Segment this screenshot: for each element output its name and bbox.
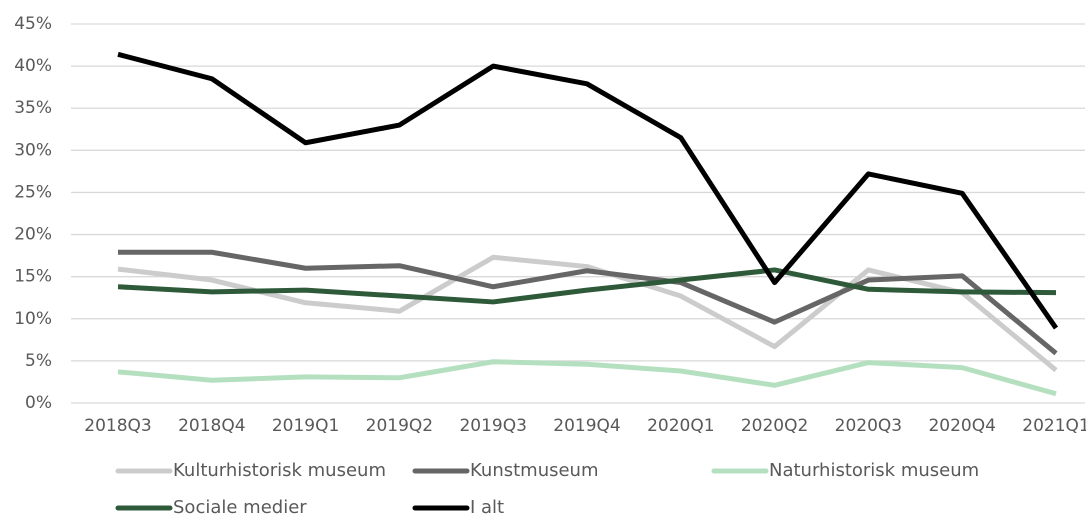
y-tick-label: 40%: [14, 56, 52, 76]
x-tick-label: 2020Q3: [835, 416, 902, 436]
series-line: [118, 249, 1058, 356]
y-tick-label: 45%: [14, 14, 52, 34]
y-tick-label: 25%: [14, 182, 52, 202]
legend-label: I alt: [470, 497, 504, 516]
series-line: [117, 254, 1058, 373]
x-tick-label: 2019Q4: [553, 416, 620, 436]
series-line: [117, 51, 1059, 330]
legend-label: Sociale medier: [173, 497, 307, 516]
x-tick-label: 2019Q1: [272, 416, 339, 436]
x-tick-label: 2020Q1: [647, 416, 714, 436]
x-tick-label: 2020Q4: [928, 416, 995, 436]
series-line: [117, 359, 1057, 397]
y-tick-label: 15%: [14, 267, 52, 287]
series-line: [117, 267, 1057, 305]
x-tick-label: 2018Q4: [178, 416, 245, 436]
y-tick-label: 30%: [14, 140, 52, 160]
x-tick-label: 2020Q2: [741, 416, 808, 436]
legend-label: Kulturhistorisk museum: [173, 460, 386, 481]
y-tick-label: 0%: [25, 393, 52, 413]
y-tick-label: 20%: [14, 225, 52, 245]
x-tick-label: 2021Q1: [1022, 416, 1086, 436]
legend-label: Kunstmuseum: [470, 460, 599, 481]
x-tick-label: 2018Q3: [84, 416, 151, 436]
legend-label: Naturhistorisk museum: [769, 460, 979, 481]
y-tick-label: 5%: [25, 351, 52, 371]
x-tick-label: 2019Q3: [459, 416, 526, 436]
y-tick-label: 10%: [14, 309, 52, 329]
x-tick-label: 2019Q2: [366, 416, 433, 436]
y-tick-label: 35%: [14, 98, 52, 118]
